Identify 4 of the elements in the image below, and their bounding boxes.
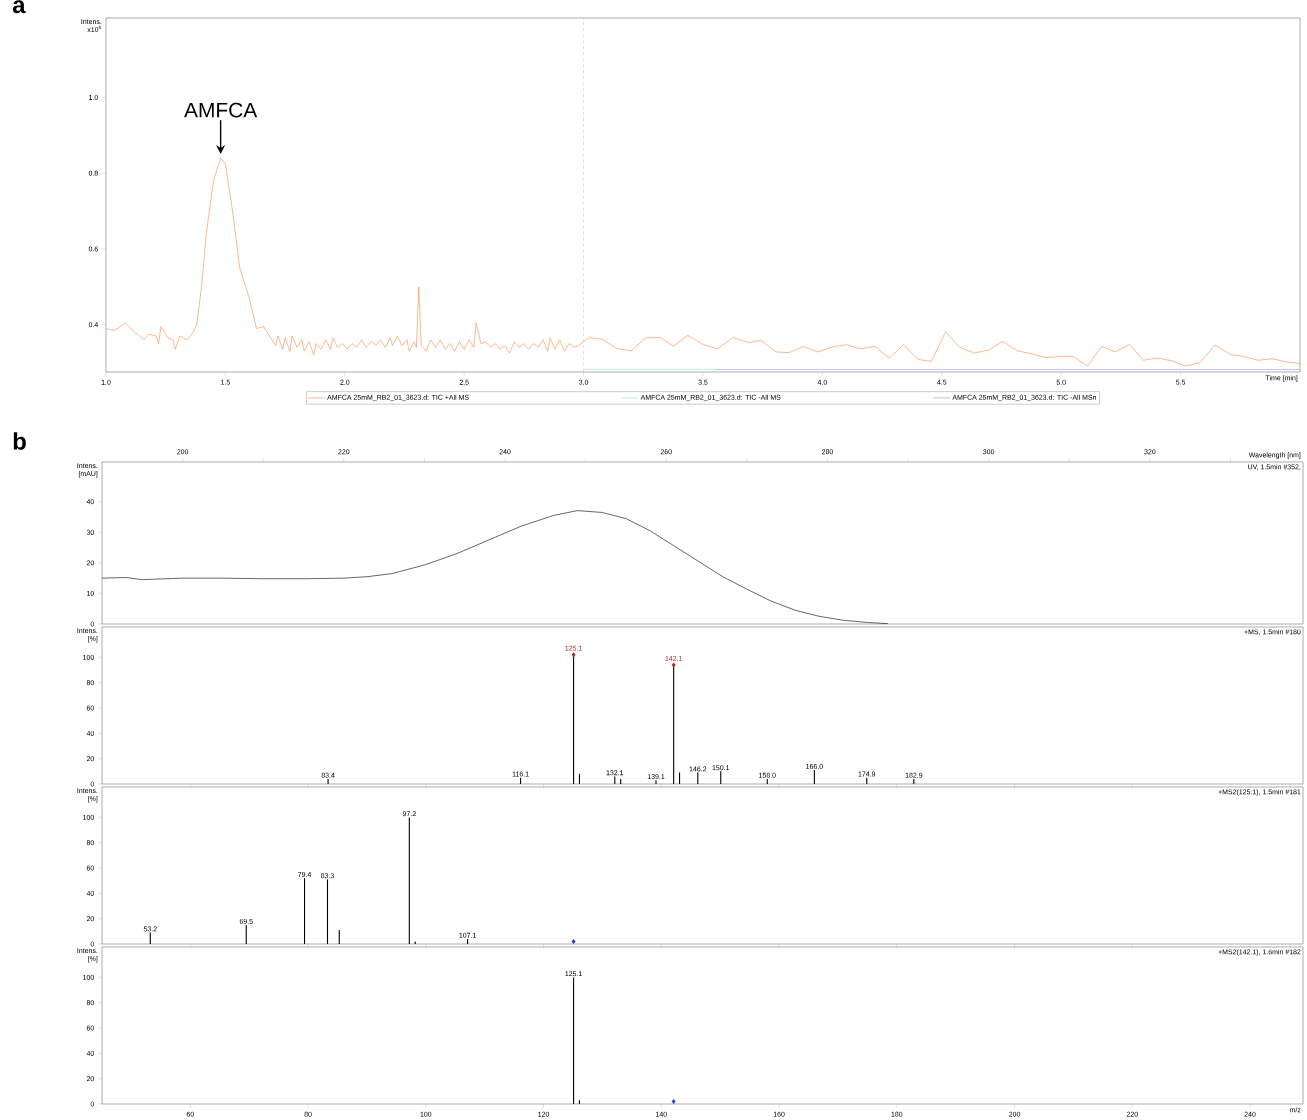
line-series — [106, 157, 1300, 367]
annotation: AMFCA — [184, 102, 258, 118]
chart-title: b — [13, 432, 26, 450]
chart-title: a — [12, 0, 26, 14]
